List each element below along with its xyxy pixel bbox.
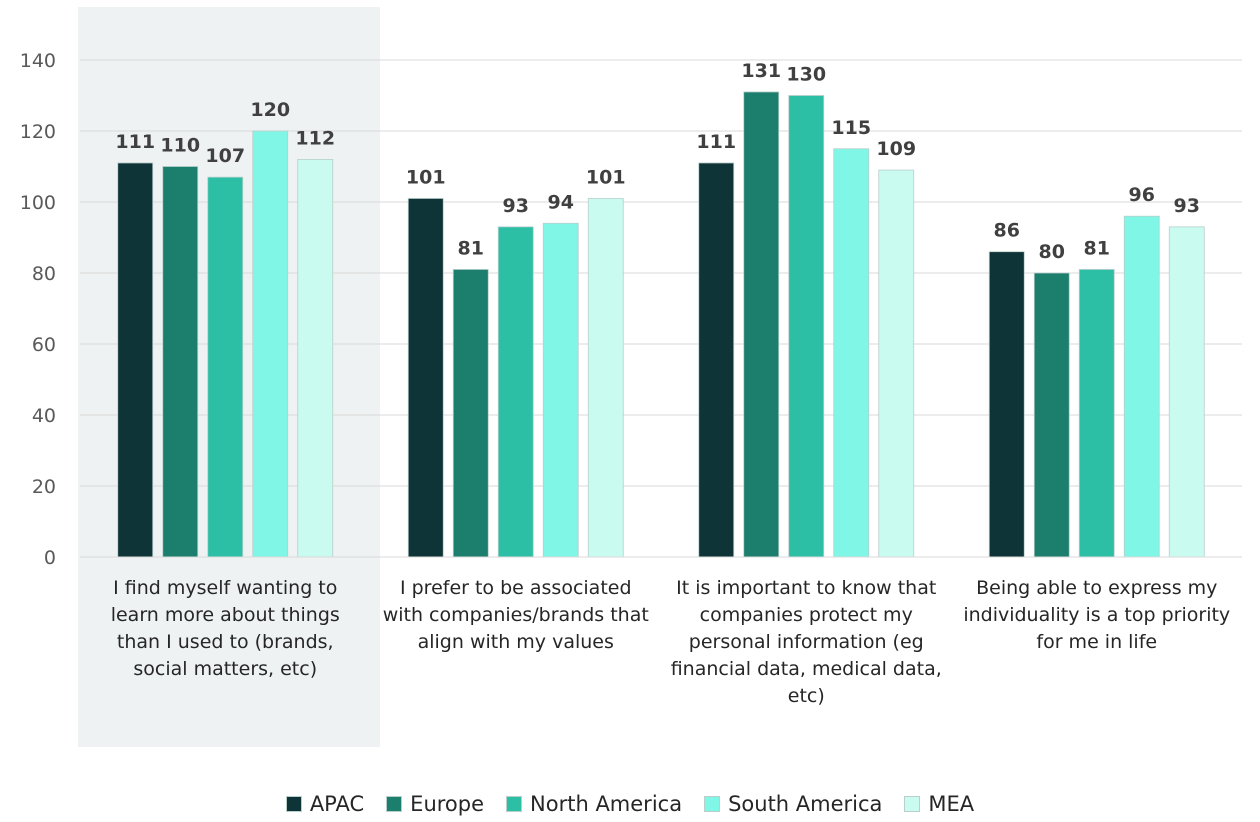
data-label: 101	[406, 166, 446, 188]
y-tick-label: 60	[32, 334, 56, 356]
x-category-label: I find myself wanting to learn more abou…	[110, 577, 340, 680]
data-label: 120	[250, 99, 290, 121]
legend-swatch	[386, 796, 403, 812]
data-label: 93	[503, 195, 529, 217]
bar	[587, 198, 624, 558]
x-category-label: I prefer to be associated with companies…	[382, 577, 649, 653]
data-label: 109	[876, 138, 916, 160]
legend-item: Europe	[386, 792, 484, 816]
legend-item: North America	[506, 792, 682, 816]
data-label: 93	[1174, 195, 1200, 217]
y-tick-label: 20	[32, 476, 56, 498]
bar	[1078, 269, 1115, 558]
data-label: 131	[741, 60, 781, 82]
y-axis-ticks: 0 20 40 60 80 100 120 140	[20, 50, 56, 569]
legend-item: APAC	[285, 792, 365, 816]
bar	[878, 169, 915, 558]
bar	[452, 269, 489, 558]
bar	[542, 222, 579, 558]
data-label: 80	[1039, 241, 1065, 263]
bar	[117, 162, 154, 558]
bar	[788, 95, 825, 558]
bar	[407, 198, 444, 558]
legend-swatch	[904, 796, 921, 812]
legend-swatch	[285, 796, 302, 812]
data-label: 130	[786, 64, 826, 86]
data-label: 111	[696, 131, 736, 153]
legend: APAC Europe North America South America MEA	[0, 792, 1260, 816]
bar	[1033, 272, 1070, 558]
legend-label: APAC	[309, 792, 365, 816]
data-label: 81	[458, 237, 484, 259]
x-category-label: It is important to know that companies p…	[670, 577, 942, 707]
data-label: 96	[1129, 184, 1155, 206]
bar	[988, 251, 1025, 558]
data-label: 81	[1084, 237, 1110, 259]
bar	[833, 148, 870, 558]
y-tick-label: 140	[20, 50, 56, 72]
bar	[207, 176, 244, 558]
legend-item: MEA	[904, 792, 974, 816]
bar	[297, 158, 334, 558]
y-tick-label: 120	[20, 121, 56, 143]
bar	[698, 162, 735, 558]
bar	[1168, 226, 1205, 558]
data-label: 101	[586, 166, 626, 188]
legend-swatch	[704, 796, 721, 812]
legend-swatch	[506, 796, 523, 812]
legend-item: South America	[704, 792, 882, 816]
data-label: 94	[548, 191, 574, 213]
bar	[743, 91, 780, 558]
bar	[1123, 215, 1160, 558]
y-tick-label: 100	[20, 192, 56, 214]
y-tick-label: 40	[32, 405, 56, 427]
bars	[117, 91, 1205, 558]
data-label: 86	[994, 220, 1020, 242]
bar	[252, 130, 289, 558]
legend-label: Europe	[410, 792, 485, 816]
data-label: 112	[295, 127, 335, 149]
legend-label: North America	[530, 792, 683, 816]
legend-label: MEA	[928, 792, 975, 816]
bar	[497, 226, 534, 558]
y-tick-label: 80	[32, 263, 56, 285]
data-label: 110	[160, 135, 200, 157]
x-category-label: Being able to express my individuality i…	[963, 577, 1231, 653]
data-label: 111	[115, 131, 155, 153]
y-tick-label: 0	[44, 547, 56, 569]
data-label: 107	[205, 145, 245, 167]
legend-label: South America	[728, 792, 883, 816]
bar	[162, 166, 199, 558]
data-label: 115	[831, 117, 871, 139]
